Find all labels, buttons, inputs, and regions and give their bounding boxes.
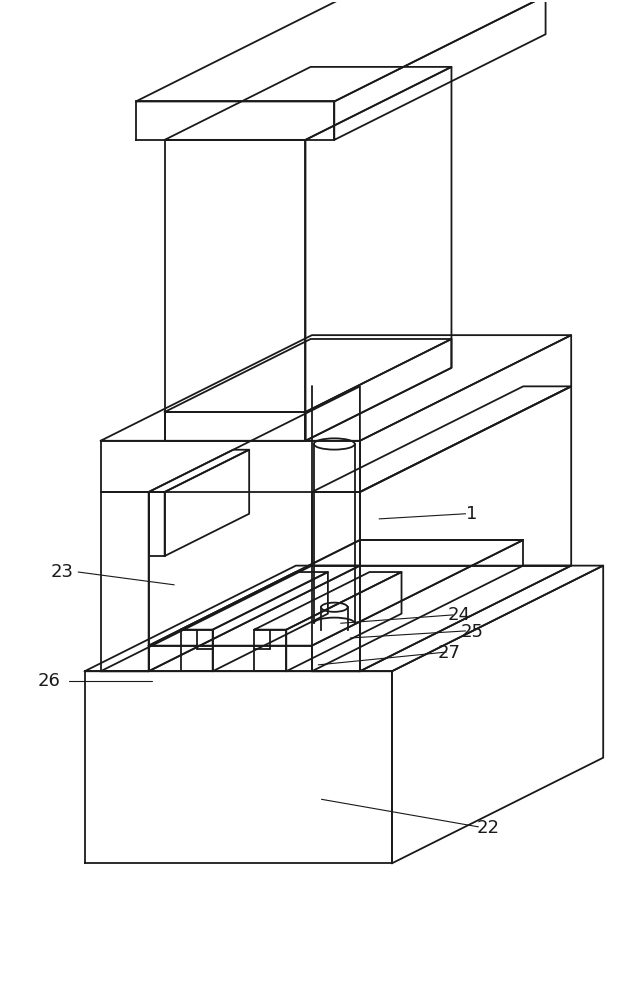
- Text: 27: 27: [438, 644, 461, 662]
- Text: 25: 25: [460, 623, 484, 641]
- Text: 1: 1: [466, 505, 478, 523]
- Text: 22: 22: [476, 819, 500, 837]
- Text: 26: 26: [38, 672, 61, 690]
- Text: 24: 24: [448, 606, 471, 624]
- Text: 23: 23: [51, 563, 74, 581]
